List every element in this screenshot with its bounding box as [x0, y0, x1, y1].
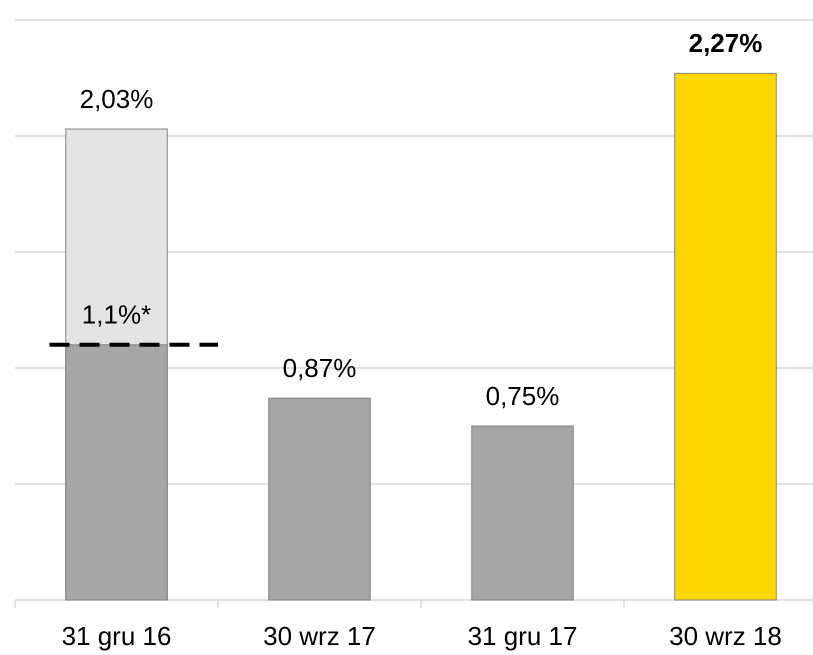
x-tick-label: 31 gru 16 — [62, 621, 172, 651]
value-label: 2,03% — [80, 84, 154, 114]
x-tick-label: 31 gru 17 — [468, 621, 578, 651]
reference-label: 1,1%* — [82, 300, 151, 330]
bar — [268, 397, 371, 601]
reference-bar — [65, 344, 168, 601]
x-tick-label: 30 wrz 17 — [263, 621, 376, 651]
bar — [674, 72, 777, 601]
value-label: 0,75% — [486, 381, 560, 411]
value-label: 2,27% — [689, 28, 763, 58]
x-tick-label: 30 wrz 18 — [669, 621, 782, 651]
bar — [471, 425, 574, 601]
value-label: 0,87% — [283, 353, 357, 383]
